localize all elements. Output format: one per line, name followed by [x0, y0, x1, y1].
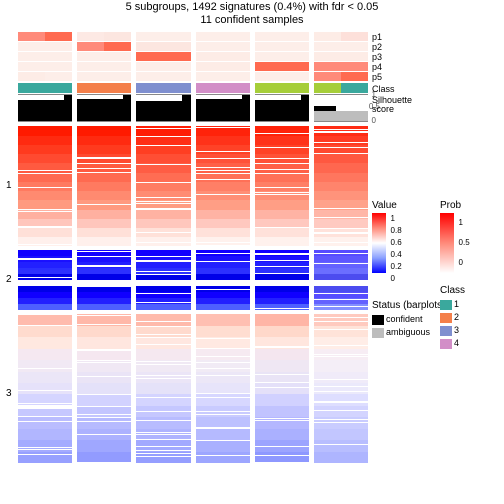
silhouette-row [18, 94, 368, 122]
title-line-2: 11 confident samples [0, 14, 504, 26]
class-row [18, 83, 368, 93]
legend-class-title: Class [440, 285, 465, 296]
row-group-label-3: 3 [6, 388, 12, 399]
anno-row-p5 [18, 72, 368, 81]
label-p1: p1 [370, 32, 412, 42]
anno-row-p1 [18, 32, 368, 41]
anno-row-p2 [18, 42, 368, 51]
label-p2: p2 [370, 42, 412, 52]
anno-row-p4 [18, 62, 368, 71]
value-gradient [372, 213, 386, 273]
figure-main: 1 0.5 0 123 [18, 32, 368, 474]
anno-labels: p1 p2 p3 p4 p5 Class Silhouettescore [370, 32, 412, 114]
heatmap: 123 [18, 126, 368, 474]
legend-value: Value 1 0.8 0.6 0.4 0.2 0 [372, 200, 402, 285]
legend-status-title: Status (barplots) [372, 300, 445, 311]
legend-status: Status (barplots) confident ambiguous [372, 300, 445, 339]
row-group-label-2: 2 [6, 274, 12, 285]
legend-value-title: Value [372, 200, 402, 211]
label-silhouette: Silhouettescore [370, 96, 412, 114]
label-p5: p5 [370, 72, 412, 82]
anno-row-p3 [18, 52, 368, 61]
title-line-1: 5 subgroups, 1492 signatures (0.4%) with… [0, 1, 504, 13]
label-p3: p3 [370, 52, 412, 62]
legend-prob-title: Prob [440, 200, 470, 211]
label-p4: p4 [370, 62, 412, 72]
legend-class: Class 1 2 3 4 [440, 285, 465, 350]
prob-gradient [440, 213, 454, 273]
legend-prob: Prob 1 0.5 0 [440, 200, 470, 273]
row-group-label-1: 1 [6, 180, 12, 191]
